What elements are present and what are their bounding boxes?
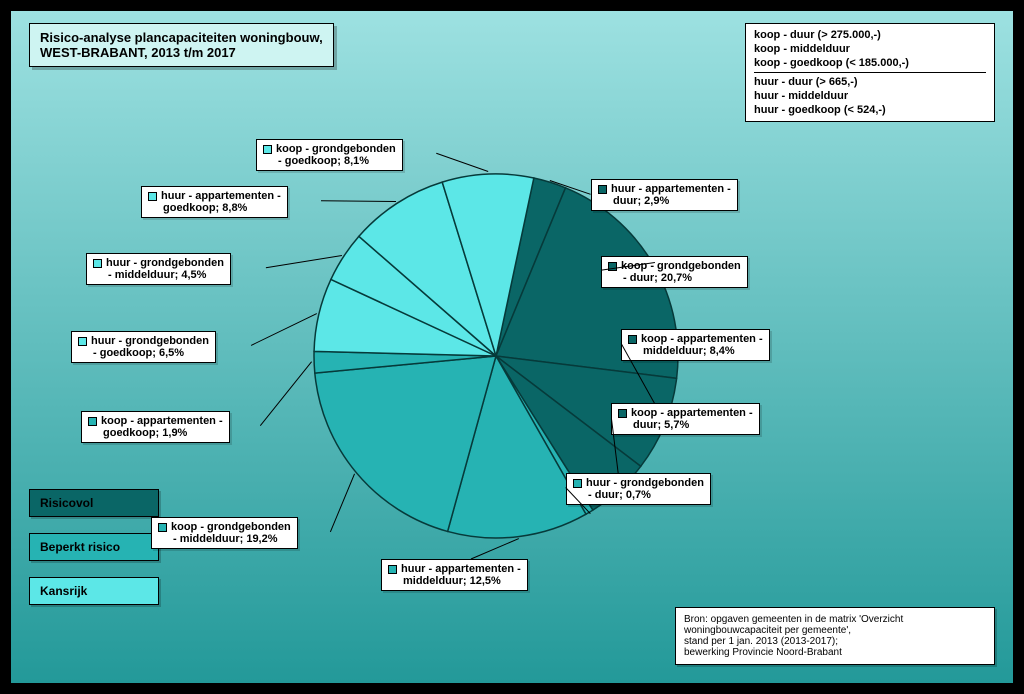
legend-risicovol: Risicovol — [29, 489, 159, 517]
label-huur-grond-duur: huur - grondgebonden - duur; 0,7% — [566, 473, 711, 505]
label-huur-app-goed: huur - appartementen - goedkoop; 8,8% — [141, 186, 288, 218]
label-huur-grond-mid: huur - grondgebonden - middelduur; 4,5% — [86, 253, 231, 285]
swatch-icon — [78, 337, 87, 346]
title-line1: Risico-analyse plancapaciteiten woningbo… — [40, 30, 323, 45]
label-huur-app-duur: huur - appartementen - duur; 2,9% — [591, 179, 738, 211]
source-line: stand per 1 jan. 2013 (2013-2017); — [684, 636, 986, 647]
outer-frame: Risico-analyse plancapaciteiten woningbo… — [0, 0, 1024, 694]
swatch-icon — [88, 417, 97, 426]
price-line: koop - duur (> 275.000,-) — [754, 28, 986, 42]
source-line: bewerking Provincie Noord-Brabant — [684, 647, 986, 658]
label-huur-app-mid: huur - appartementen - middelduur; 12,5% — [381, 559, 528, 591]
swatch-icon — [628, 335, 637, 344]
swatch-icon — [263, 145, 272, 154]
label-koop-app-mid: koop - appartementen - middelduur; 8,4% — [621, 329, 770, 361]
leader-line — [260, 362, 312, 426]
swatch-icon — [573, 479, 582, 488]
chart-background: Risico-analyse plancapaciteiten woningbo… — [10, 10, 1014, 684]
source-note: Bron: opgaven gemeenten in de matrix 'Ov… — [675, 607, 995, 665]
swatch-icon — [618, 409, 627, 418]
price-line: huur - middelduur — [754, 89, 986, 103]
swatch-icon — [93, 259, 102, 268]
label-koop-app-duur: koop - appartementen - duur; 5,7% — [611, 403, 760, 435]
label-koop-grond-mid: koop - grondgebonden - middelduur; 19,2% — [151, 517, 298, 549]
leader-line — [436, 153, 488, 172]
swatch-icon — [158, 523, 167, 532]
swatch-icon — [598, 185, 607, 194]
legend-beperkt risico: Beperkt risico — [29, 533, 159, 561]
price-line: huur - goedkoop (< 524,-) — [754, 103, 986, 117]
label-koop-grond-duur: koop - grondgebonden - duur; 20,7% — [601, 256, 748, 288]
price-line: koop - goedkoop (< 185.000,-) — [754, 56, 986, 70]
label-koop-app-goed: koop - appartementen - goedkoop; 1,9% — [81, 411, 230, 443]
legend-kansrijk: Kansrijk — [29, 577, 159, 605]
leader-line — [251, 313, 317, 346]
swatch-icon — [148, 192, 157, 201]
price-legend: koop - duur (> 275.000,-)koop - middeldu… — [745, 23, 995, 122]
label-huur-grond-goed: huur - grondgebonden - goedkoop; 6,5% — [71, 331, 216, 363]
source-line: woningbouwcapaciteit per gemeente', — [684, 625, 986, 636]
title-line2: WEST-BRABANT, 2013 t/m 2017 — [40, 45, 323, 60]
swatch-icon — [388, 565, 397, 574]
price-line: koop - middelduur — [754, 42, 986, 56]
source-line: Bron: opgaven gemeenten in de matrix 'Ov… — [684, 614, 986, 625]
label-koop-grond-goed: koop - grondgebonden - goedkoop; 8,1% — [256, 139, 403, 171]
price-line: huur - duur (> 665,-) — [754, 75, 986, 89]
chart-title: Risico-analyse plancapaciteiten woningbo… — [29, 23, 334, 67]
